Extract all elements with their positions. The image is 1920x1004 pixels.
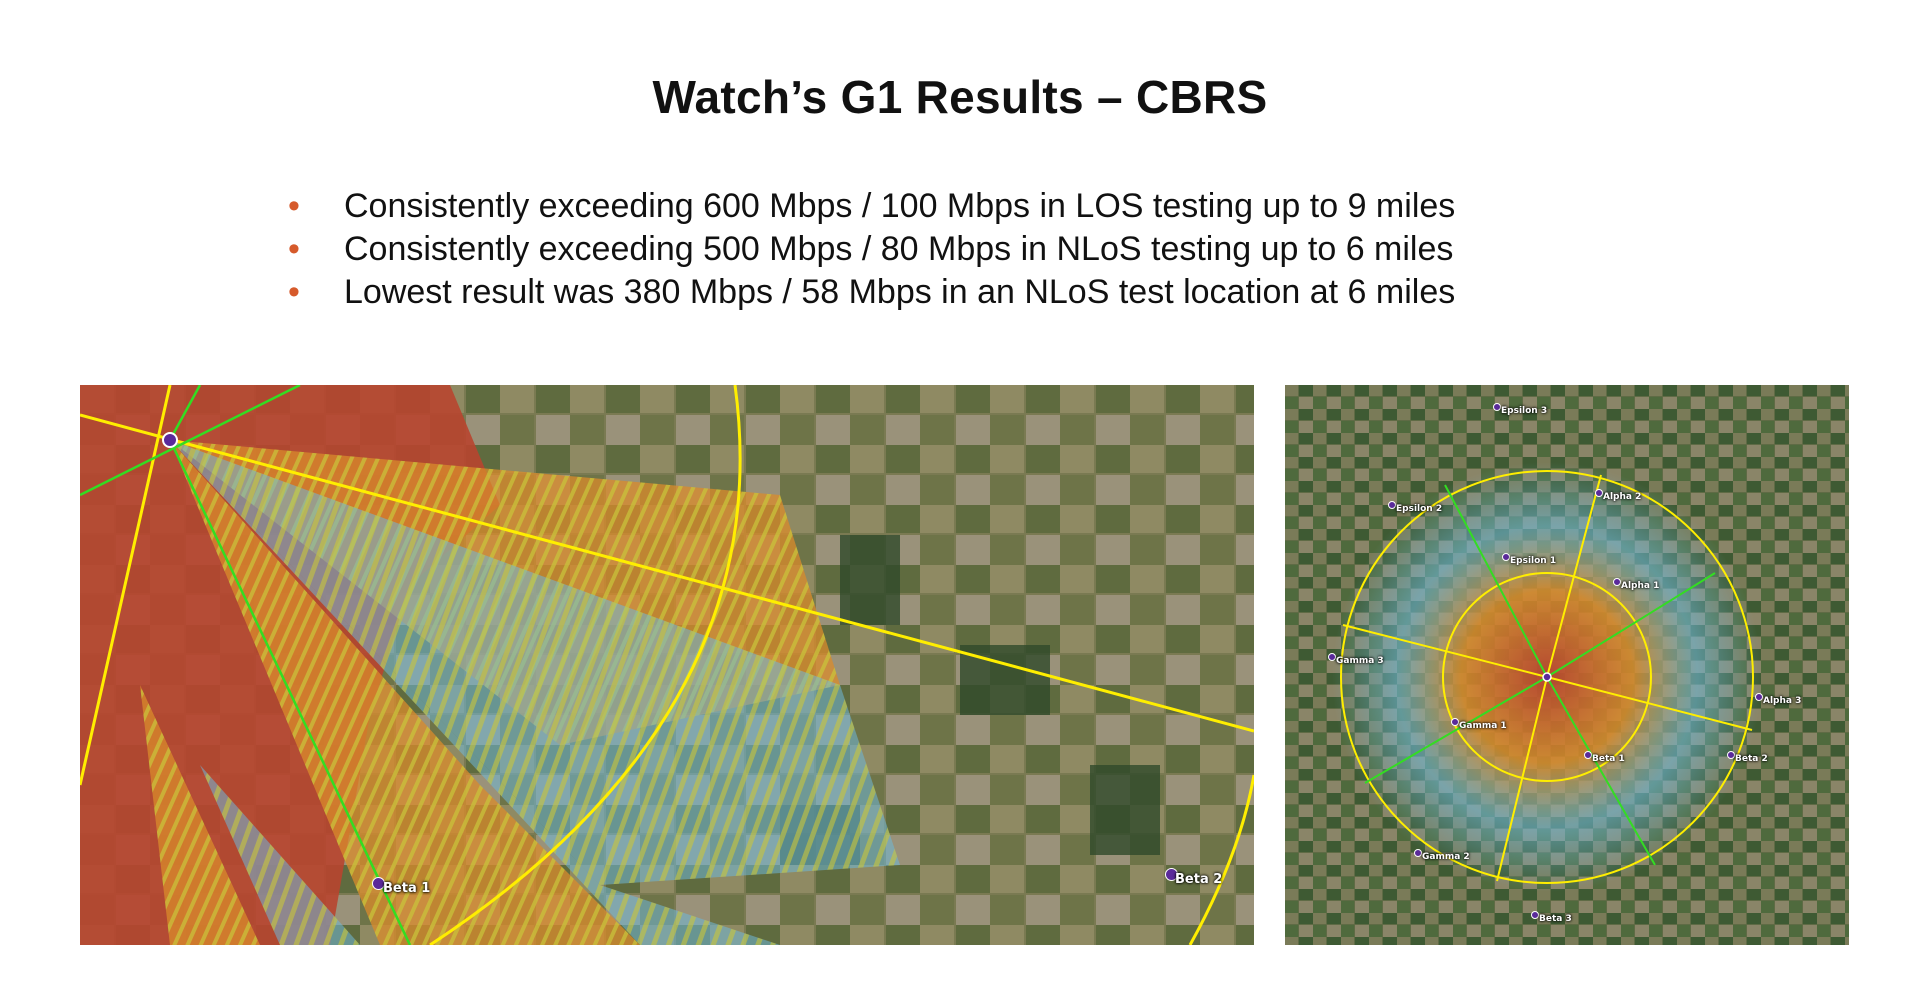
site-pin-icon xyxy=(372,877,385,890)
site-pin-icon xyxy=(1165,868,1178,881)
site-pin-icon xyxy=(1414,849,1422,857)
site-pin-icon xyxy=(1493,403,1501,411)
site-label: Beta 1 xyxy=(383,881,431,896)
bullet-text: Consistently exceeding 600 Mbps / 100 Mb… xyxy=(344,187,1456,225)
coverage-map-overview: Epsilon 3 Alpha 2 Epsilon 2 Epsilon 1 Al… xyxy=(1285,385,1849,945)
site-label: Beta 1 xyxy=(1592,754,1625,764)
site-pin-icon xyxy=(1727,751,1735,759)
site-label: Beta 2 xyxy=(1735,754,1768,764)
site-label: Alpha 3 xyxy=(1763,696,1802,706)
site-label: Gamma 3 xyxy=(1336,656,1384,666)
coverage-map-zoomed: Beta 1 Beta 2 xyxy=(80,385,1254,945)
bullet-icon: • xyxy=(288,273,300,311)
coverage-map-zoomed-image xyxy=(80,385,1254,945)
bullet-item: • Lowest result was 380 Mbps / 58 Mbps i… xyxy=(288,271,1455,314)
bullet-text: Consistently exceeding 500 Mbps / 80 Mbp… xyxy=(344,230,1454,268)
site-pin-icon xyxy=(1328,653,1336,661)
bullet-icon: • xyxy=(288,230,300,268)
bullet-list: • Consistently exceeding 600 Mbps / 100 … xyxy=(288,185,1455,314)
site-pin-icon xyxy=(1595,489,1603,497)
site-label: Beta 2 xyxy=(1175,872,1223,887)
site-pin-icon xyxy=(1502,553,1510,561)
site-label: Gamma 2 xyxy=(1422,852,1470,862)
site-pin-icon xyxy=(1613,578,1621,586)
site-label: Alpha 1 xyxy=(1621,581,1660,591)
site-label: Epsilon 2 xyxy=(1396,504,1443,514)
site-pin-icon xyxy=(1584,751,1592,759)
bullet-item: • Consistently exceeding 500 Mbps / 80 M… xyxy=(288,228,1455,271)
site-pin-icon xyxy=(1451,718,1459,726)
site-label: Alpha 2 xyxy=(1603,492,1642,502)
site-pin-icon xyxy=(1531,911,1539,919)
coverage-map-overview-image xyxy=(1285,385,1849,945)
site-label: Beta 3 xyxy=(1539,914,1572,924)
site-pin-icon xyxy=(1755,693,1763,701)
site-pin-icon xyxy=(1388,501,1396,509)
site-label: Gamma 1 xyxy=(1459,721,1507,731)
bullet-item: • Consistently exceeding 600 Mbps / 100 … xyxy=(288,185,1455,228)
bullet-icon: • xyxy=(288,187,300,225)
site-label: Epsilon 3 xyxy=(1501,406,1548,416)
site-label: Epsilon 1 xyxy=(1510,556,1557,566)
bullet-text: Lowest result was 380 Mbps / 58 Mbps in … xyxy=(344,273,1456,311)
slide-title: Watch’s G1 Results – CBRS xyxy=(652,71,1268,123)
